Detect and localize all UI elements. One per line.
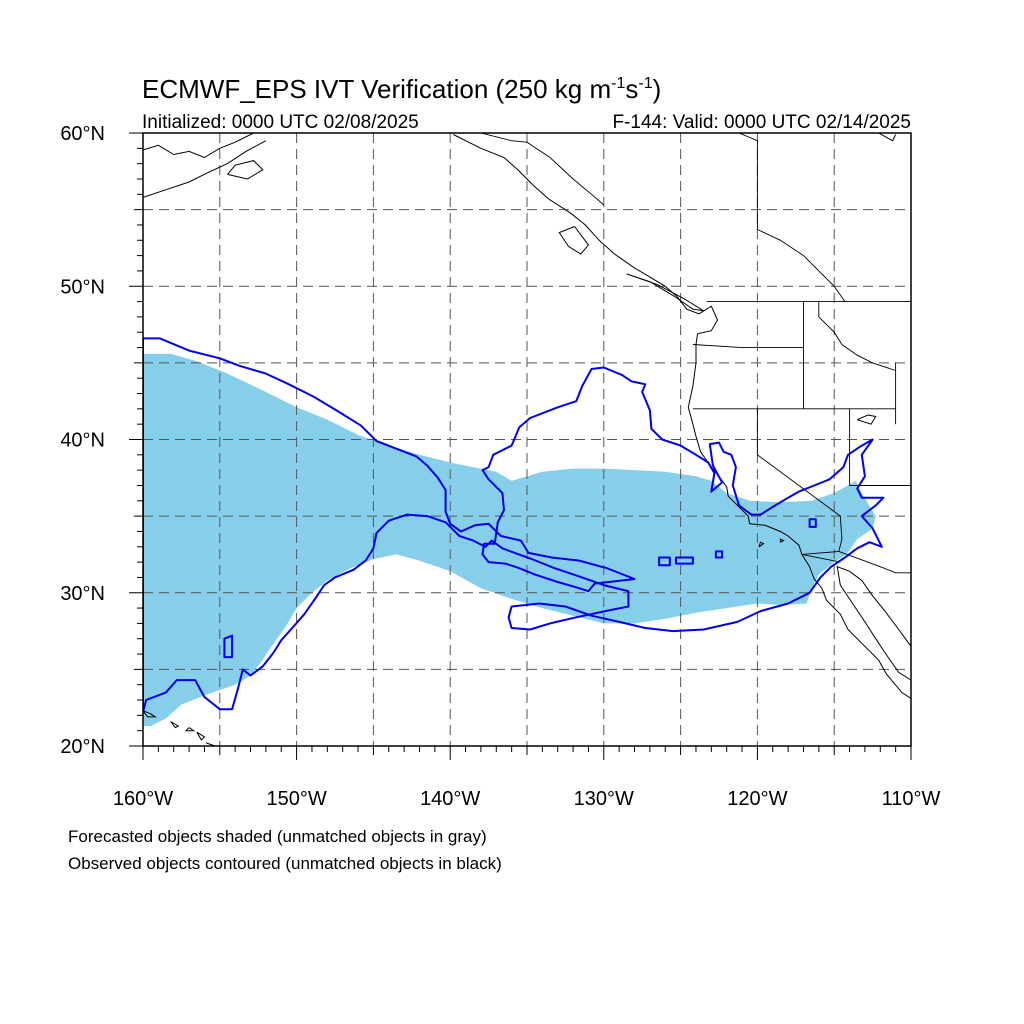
political-border xyxy=(818,301,896,371)
map-plot-area xyxy=(143,133,911,746)
forecast-objects-layer xyxy=(143,353,876,727)
x-tick-label: 130°W xyxy=(574,788,634,810)
coastline xyxy=(857,414,877,425)
observed-objects-layer xyxy=(143,337,885,714)
coastline xyxy=(143,140,267,198)
axis-tick-labels: 160°W 150°W 140°W 130°W 120°W 110°W 20°N 30°N 40… xyxy=(60,123,940,810)
coastline xyxy=(143,710,157,718)
figure-title: ECMWF_EPS IVT Verification (250 kg m-1s-… xyxy=(142,74,661,104)
valid-time: F-144: Valid: 0000 UTC 02/14/2025 xyxy=(612,112,911,133)
y-tick-label: 40°N xyxy=(60,430,105,452)
x-tick-label: 160°W xyxy=(113,788,173,810)
coastline xyxy=(196,731,206,741)
y-tick-label: 30°N xyxy=(60,583,105,605)
x-tick-label: 150°W xyxy=(266,788,326,810)
x-tick-label: 120°W xyxy=(727,788,787,810)
political-border xyxy=(801,553,841,563)
coastline xyxy=(779,538,785,543)
x-tick-label: 110°W xyxy=(882,788,941,810)
axis-ticks xyxy=(129,132,912,760)
political-border xyxy=(838,550,911,574)
y-tick-label: 20°N xyxy=(60,736,105,758)
political-border xyxy=(756,408,841,517)
coastline xyxy=(758,541,765,548)
observed-ivt-contour xyxy=(143,337,885,714)
coastline xyxy=(836,565,911,681)
coastline xyxy=(227,160,264,180)
footnote-observed: Observed objects contoured (unmatched ob… xyxy=(68,854,502,873)
coastline xyxy=(143,133,254,159)
observed-ivt-contour xyxy=(675,556,694,565)
map-frame xyxy=(142,132,912,747)
coastline xyxy=(184,727,196,732)
observed-ivt-contour xyxy=(714,550,724,559)
political-border xyxy=(480,133,605,206)
observed-ivt-contour xyxy=(658,556,671,567)
footnote-forecast: Forecasted objects shaded (unmatched obj… xyxy=(68,827,487,846)
political-border xyxy=(692,344,804,349)
observed-ivt-contour xyxy=(808,518,817,528)
coastline xyxy=(453,134,911,699)
coastline xyxy=(205,742,217,746)
coastline xyxy=(558,226,590,255)
y-tick-label: 50°N xyxy=(60,276,105,298)
observed-ivt-contour xyxy=(223,634,234,659)
coastline-layer xyxy=(143,133,911,746)
coastline xyxy=(626,273,704,312)
political-border xyxy=(738,133,846,302)
y-tick-label: 60°N xyxy=(60,123,105,145)
political-border xyxy=(801,516,843,555)
x-tick-label: 140°W xyxy=(420,788,480,810)
coastline xyxy=(170,721,180,729)
coastline xyxy=(878,133,897,142)
initialized-time: Initialized: 0000 UTC 02/08/2025 xyxy=(142,112,419,133)
forecast-ivt-object xyxy=(143,353,876,727)
